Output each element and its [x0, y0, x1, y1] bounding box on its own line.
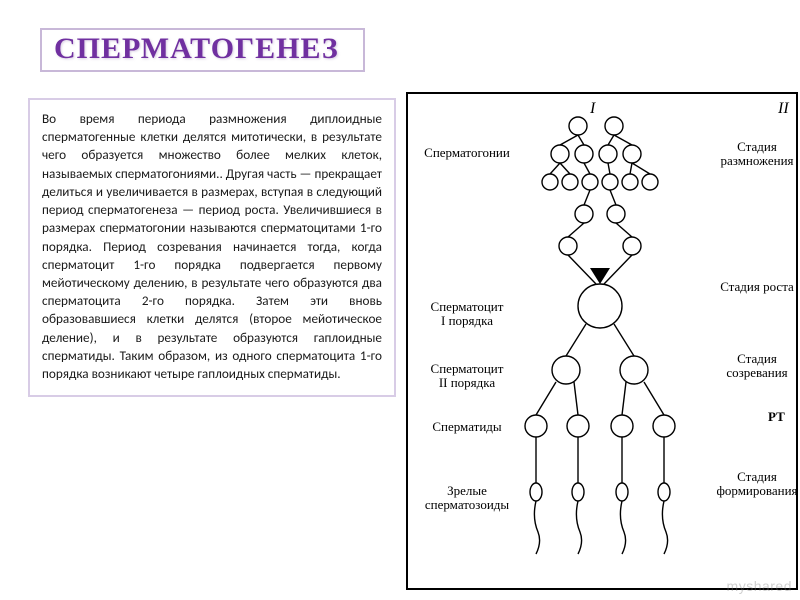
label-stage-form: Стадия формирования: [714, 470, 800, 499]
label-spermatids: Сперматиды: [412, 420, 522, 434]
roman-one: I: [590, 100, 595, 118]
roman-two: II: [778, 100, 789, 118]
page-title: СПЕРМАТОГЕНЕЗ: [54, 32, 339, 66]
label-zrelye: Зрелые сперматозоиды: [412, 484, 522, 513]
label-spermatocyte-i: Сперматоцит I порядка: [412, 300, 522, 329]
diagram-svg: [408, 94, 800, 592]
watermark: myshared: [727, 578, 792, 594]
label-stage-mult: Стадия размножения: [714, 140, 800, 169]
spermatogenesis-diagram: I II Сперматогонии Сперматоцит I порядка…: [406, 92, 798, 590]
label-stage-mat: Стадия созревания: [714, 352, 800, 381]
title-container: СПЕРМАТОГЕНЕЗ: [40, 28, 365, 72]
body-paragraph: Во время периода размножения диплоидные …: [28, 98, 396, 397]
label-rt: РТ: [768, 410, 785, 424]
label-stage-growth: Стадия роста: [714, 280, 800, 294]
label-spermatogonia: Сперматогонии: [412, 146, 522, 160]
label-spermatocyte-ii: Сперматоцит II порядка: [412, 362, 522, 391]
